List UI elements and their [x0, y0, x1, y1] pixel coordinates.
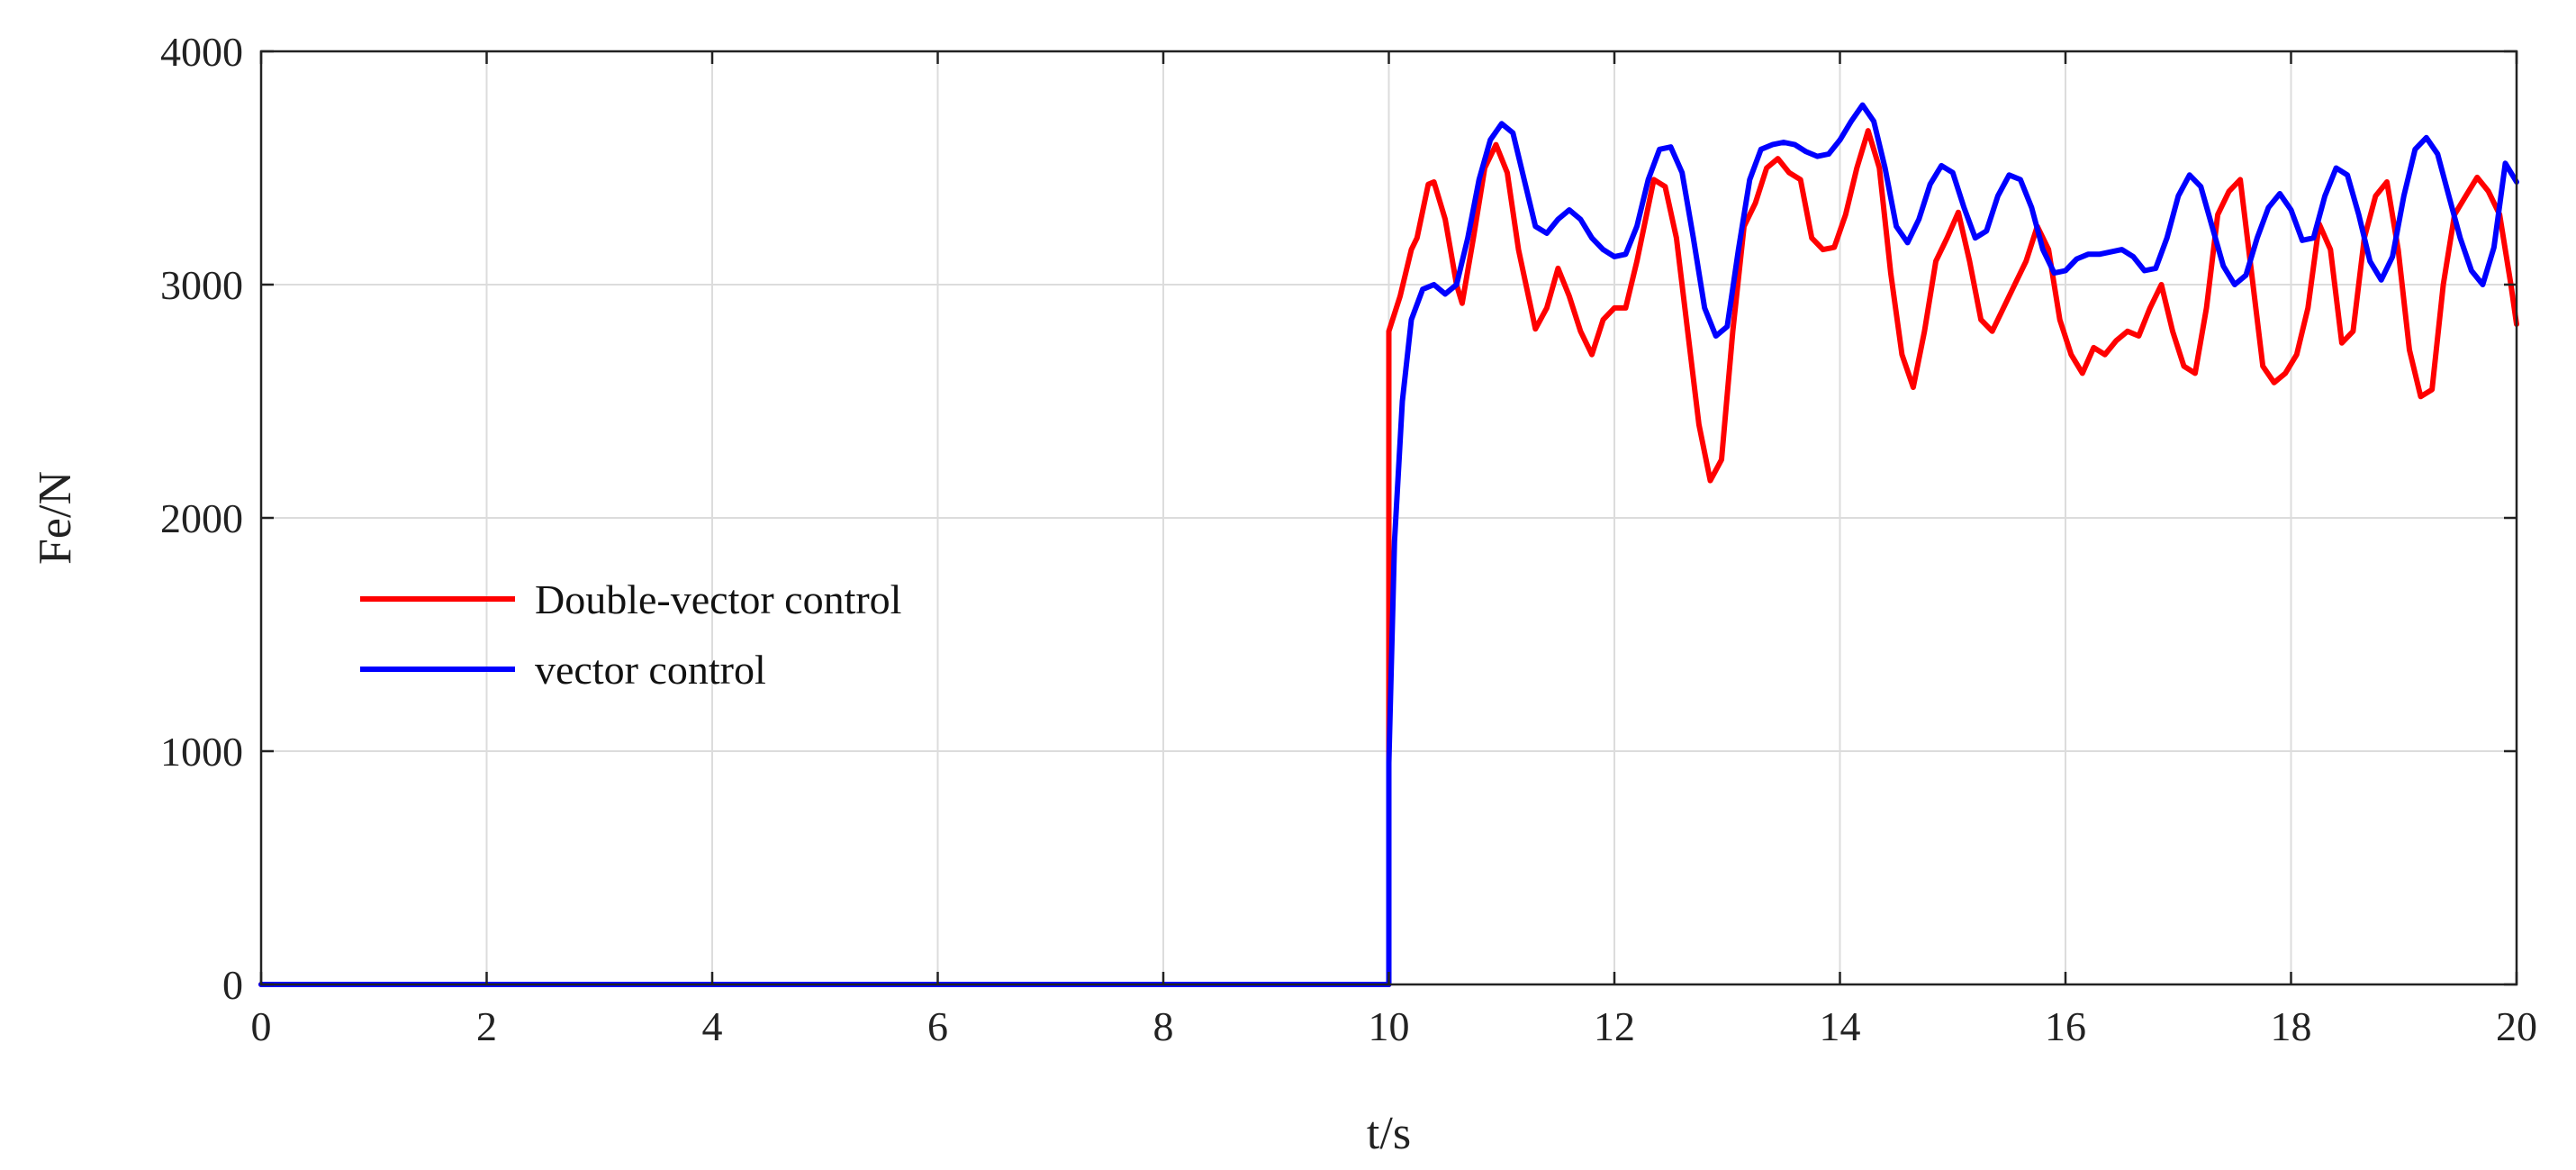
x-tick-label: 12: [1594, 1003, 1635, 1049]
x-tick-label: 8: [1153, 1003, 1174, 1049]
x-tick-label: 14: [1820, 1003, 1861, 1049]
x-tick-label: 6: [927, 1003, 948, 1049]
y-tick-label: 1000: [160, 729, 243, 775]
series-line-2: [258, 102, 2519, 987]
legend-label-2: vector control: [535, 647, 766, 693]
legend: Double-vector control vector control: [360, 576, 901, 693]
y-tick-label: 3000: [160, 262, 243, 308]
x-tick-label: 4: [702, 1003, 723, 1049]
x-tick-label: 20: [2496, 1003, 2537, 1049]
x-axis-label: t/s: [1367, 1108, 1411, 1159]
plot-series: [258, 102, 2519, 987]
y-tick-label: 4000: [160, 29, 243, 75]
x-tick-label: 2: [476, 1003, 497, 1049]
y-tick-label: 0: [222, 962, 243, 1008]
x-tick-label: 18: [2271, 1003, 2312, 1049]
axis-ticks: 0 2 4 6 8 10 12 14 16 18 20 0 1000 2000 3000 4000: [160, 29, 2537, 1049]
x-tick-label: 16: [2045, 1003, 2086, 1049]
y-axis-label: Fe/N: [30, 471, 81, 565]
legend-label-1: Double-vector control: [535, 576, 901, 622]
series-line-1: [258, 128, 2519, 987]
x-tick-label: 0: [251, 1003, 272, 1049]
x-tick-label: 10: [1369, 1003, 1410, 1049]
y-tick-label: 2000: [160, 495, 243, 541]
